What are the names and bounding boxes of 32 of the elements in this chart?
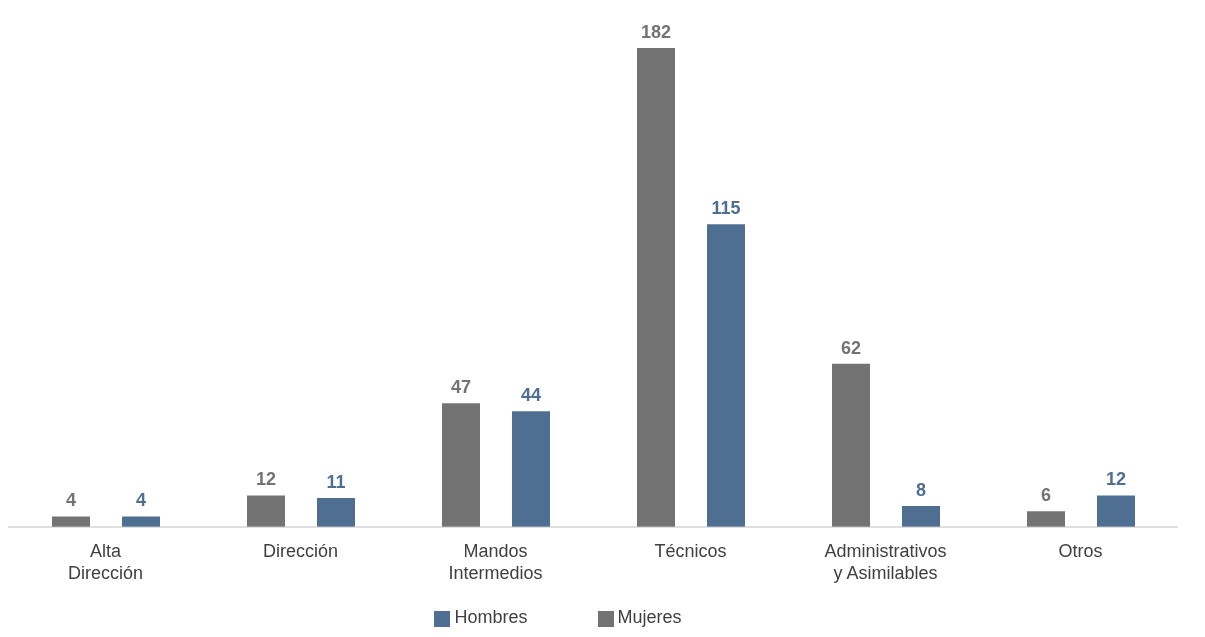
x-tick-label: Otros — [1058, 541, 1103, 561]
data-label: 44 — [520, 385, 542, 406]
bar — [122, 516, 160, 527]
data-label: 6 — [1040, 485, 1052, 506]
bar — [1097, 495, 1135, 527]
x-tick-label: Administrativos y Asimilables — [824, 541, 947, 583]
data-label: 62 — [840, 337, 862, 358]
x-tick-label: Alta Dirección — [67, 541, 144, 583]
legend-label: Mujeres — [617, 607, 682, 627]
data-label: 47 — [450, 377, 472, 398]
bar — [832, 363, 870, 527]
bar — [637, 48, 675, 527]
bar — [707, 224, 745, 527]
data-label: 4 — [135, 490, 147, 511]
bar — [247, 495, 285, 527]
bar — [902, 505, 940, 527]
data-label: 182 — [640, 22, 672, 42]
data-label: 11 — [326, 472, 346, 493]
bar — [1027, 511, 1065, 527]
data-label: 12 — [1105, 469, 1127, 490]
bar — [317, 498, 355, 527]
bar — [512, 411, 550, 527]
data-label: 4 — [65, 490, 77, 511]
data-label: 8 — [915, 479, 927, 500]
x-tick-label: Técnicos — [654, 541, 727, 561]
bar — [442, 403, 480, 527]
x-tick-label: Dirección — [262, 541, 339, 561]
x-tick-label: Mandos Intermedios — [448, 541, 543, 583]
data-label: 12 — [255, 469, 277, 490]
legend-label: Hombres — [454, 607, 528, 627]
data-label: 115 — [711, 198, 741, 219]
bar — [52, 516, 90, 527]
